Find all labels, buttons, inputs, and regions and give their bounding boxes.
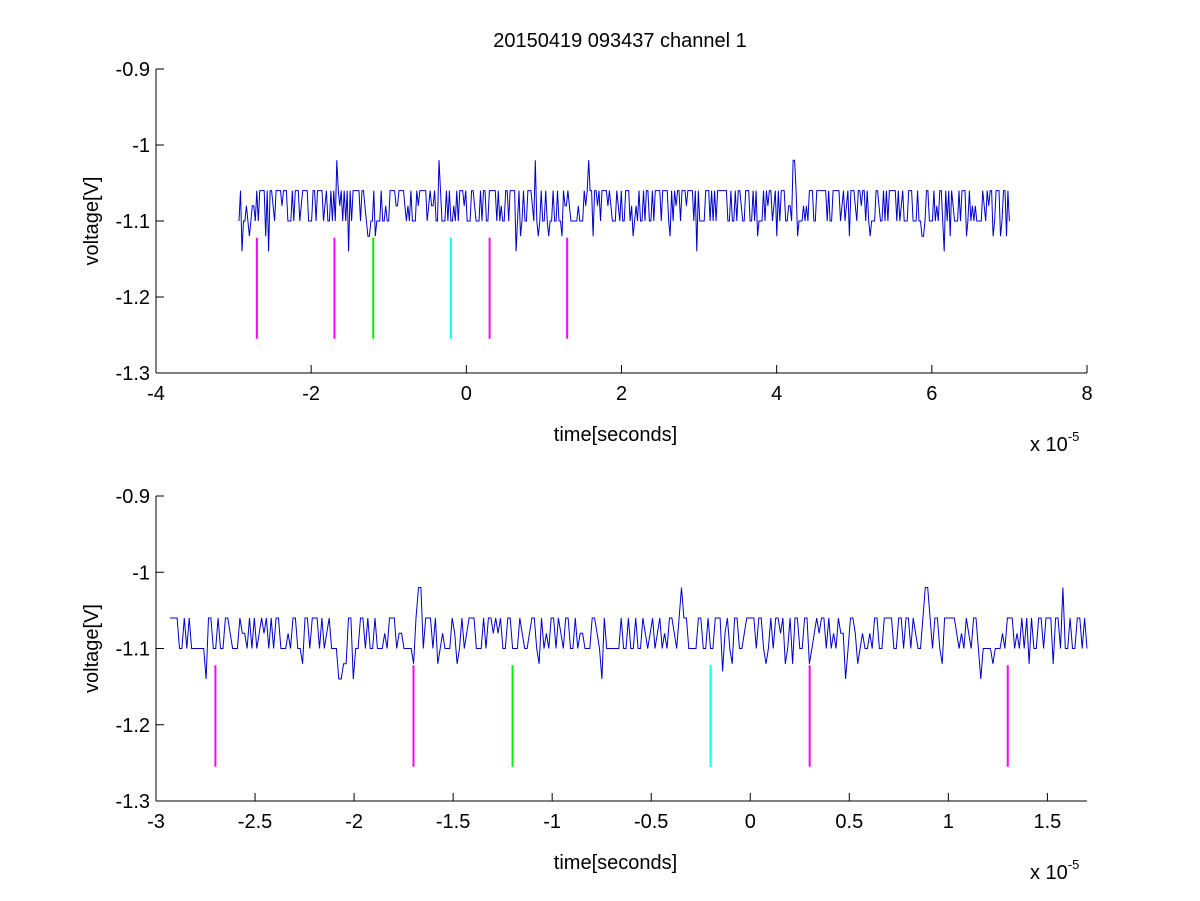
x-tick-label: 2 <box>616 383 627 405</box>
x-axis-label: time[seconds] <box>554 424 677 446</box>
x-axis-multiplier-base: x 10 <box>1030 434 1068 456</box>
y-axis-label: voltage[V] <box>81 177 103 266</box>
y-tick-label: -0.9 <box>116 486 150 508</box>
y-tick-label: -1.2 <box>116 287 150 309</box>
voltage-trace <box>238 159 1010 252</box>
x-tick-label: -1 <box>543 811 561 833</box>
x-axis-multiplier: x 10-5 <box>1030 857 1079 884</box>
y-tick-label: -1.1 <box>116 639 150 661</box>
x-tick-label: -2 <box>345 811 363 833</box>
x-tick-label: 1 <box>943 811 954 833</box>
x-tick-label: 1.5 <box>1033 811 1061 833</box>
x-tick-label: -2 <box>302 383 320 405</box>
y-tick-label: -1 <box>132 562 150 584</box>
y-tick-label: -1.3 <box>116 791 150 813</box>
x-tick-label: -0.5 <box>634 811 668 833</box>
y-axis-label: voltage[V] <box>81 604 103 693</box>
x-tick-label: 8 <box>1081 383 1092 405</box>
x-axis-multiplier-exponent: -5 <box>1068 429 1080 444</box>
top-plot: -1.3 -1.2 -1.1 -1 -0.9 -4 -2 0 2 4 6 8 time[seconds]… <box>81 59 1093 456</box>
figure-title: 20150419 093437 channel 1 <box>493 30 747 52</box>
x-tick-label: -4 <box>147 383 165 405</box>
x-axis-label: time[seconds] <box>554 852 677 874</box>
y-tick-label: -1.2 <box>116 715 150 737</box>
x-tick-label: -3 <box>147 811 165 833</box>
x-axis-multiplier-base: x 10 <box>1030 862 1068 884</box>
y-tick-label: -0.9 <box>116 59 150 81</box>
x-tick-label: -2.5 <box>238 811 272 833</box>
x-tick-label: 4 <box>771 383 782 405</box>
y-tick-label: -1.1 <box>116 211 150 233</box>
x-tick-label: 0 <box>745 811 756 833</box>
x-tick-label: -1.5 <box>436 811 470 833</box>
x-tick-label: 0 <box>461 383 472 405</box>
x-tick-label: 0.5 <box>835 811 863 833</box>
y-tick-label: -1.3 <box>116 363 150 385</box>
y-tick-label: -1 <box>132 135 150 157</box>
x-tick-label: 6 <box>926 383 937 405</box>
bottom-plot: -1.3 -1.2 -1.1 -1 -0.9 -3 -2.5 -2 -1.5 -1 -0.5 0 0.5… <box>81 486 1088 884</box>
x-axis-multiplier: x 10-5 <box>1030 429 1079 456</box>
voltage-trace <box>169 587 1088 680</box>
x-axis-multiplier-exponent: -5 <box>1068 857 1080 872</box>
